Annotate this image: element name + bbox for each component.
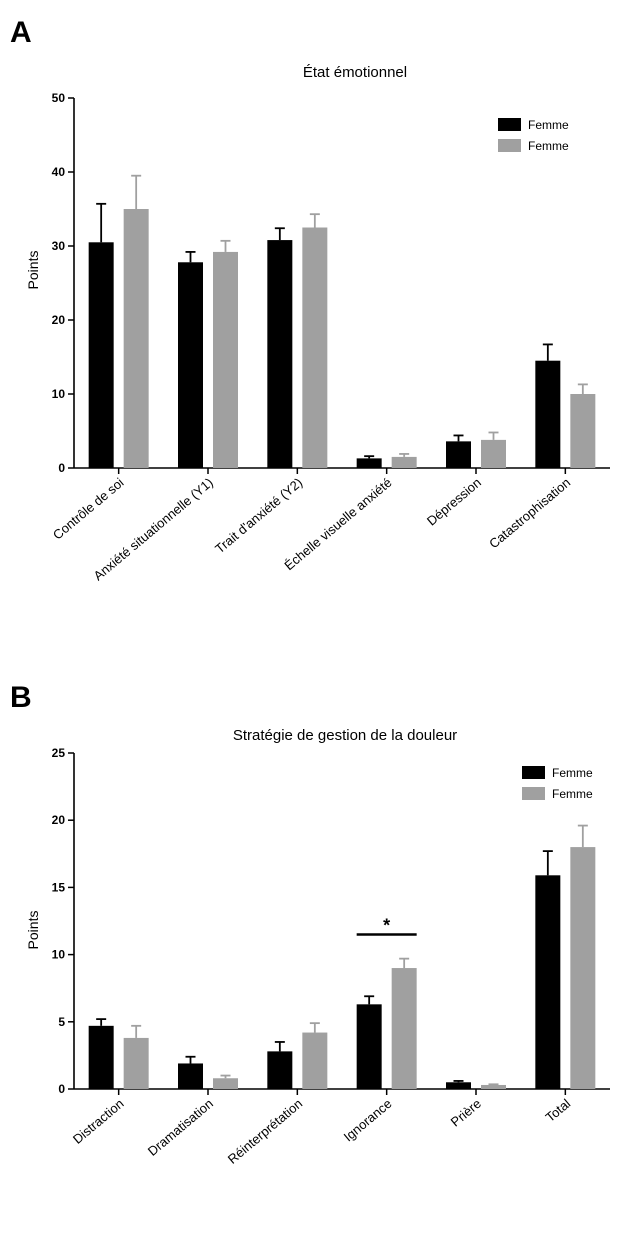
chart-a-bar-s1-c3 <box>391 456 417 468</box>
chart-b-bar-s1-c3 <box>391 968 417 1089</box>
chart-a-ytick-label-3: 30 <box>52 239 66 253</box>
chart-b-ytick-label-3: 15 <box>52 880 66 894</box>
panel-letter-a: A <box>10 16 32 49</box>
chart-b-category-label-0: Distraction <box>70 1096 127 1147</box>
chart-a-bar-s0-c5 <box>535 360 561 468</box>
chart-b-bar-s0-c4 <box>446 1082 471 1089</box>
chart-b-bar-s0-c5 <box>535 875 561 1089</box>
chart-a-ytick-label-2: 20 <box>52 313 66 327</box>
chart-b-legend-label-1: Femme <box>552 787 593 801</box>
chart-a-bar-s0-c2 <box>267 240 293 468</box>
chart-b-category-label-5: Total <box>543 1096 574 1125</box>
chart-a-bar-s0-c1 <box>178 262 203 468</box>
chart-b-bar-s1-c2 <box>302 1032 328 1089</box>
chart-b-bar-s0-c0 <box>88 1025 114 1089</box>
chart-b-bar-s0-c1 <box>178 1063 203 1089</box>
chart-b-legend-swatch-1 <box>522 787 545 800</box>
chart-a-bar-s1-c4 <box>481 439 506 468</box>
chart-a-title: État émotionnel <box>303 64 407 81</box>
chart-a-category-label-2: Trait d'anxiété (Y2) <box>212 475 305 557</box>
chart-a-bar-s0-c0 <box>88 242 114 468</box>
chart-a-ytick-label-5: 50 <box>52 91 66 105</box>
chart-a-bar-s0-c4 <box>446 441 471 468</box>
chart-a-category-label-0: Contrôle de soi <box>50 475 127 543</box>
chart-b-ytick-label-5: 25 <box>52 746 66 760</box>
chart-a-legend-swatch-0 <box>498 118 521 131</box>
chart-a-category-label-4: Dépression <box>424 475 484 529</box>
chart-b: 0 5 10 15 20 25 Distraction Dramatisation Réinte… <box>52 746 610 1167</box>
chart-b-ytick-label-2: 10 <box>52 948 66 962</box>
chart-b-category-label-3: Ignorance <box>341 1096 395 1145</box>
chart-b-significance-mark-0: * <box>383 915 390 935</box>
chart-a-category-label-5: Catastrophisation <box>486 475 573 552</box>
chart-b-title: Stratégie de gestion de la douleur <box>233 727 457 744</box>
panel-letter-b: B <box>10 681 32 714</box>
chart-a-bar-s0-c3 <box>356 458 382 468</box>
chart-b-ytick-label-0: 0 <box>58 1082 65 1096</box>
chart-b-bar-s1-c5 <box>570 847 596 1089</box>
chart-b-ytick-label-1: 5 <box>58 1015 65 1029</box>
chart-a-ylabel: Points <box>25 251 41 290</box>
chart-b-category-label-4: Prière <box>448 1096 484 1130</box>
chart-b-ylabel: Points <box>25 911 41 950</box>
chart-b-bar-s0-c3 <box>356 1004 382 1089</box>
chart-b-category-label-1: Dramatisation <box>145 1096 216 1159</box>
chart-b-category-label-2: Réinterprétation <box>225 1096 306 1167</box>
chart-b-legend-label-0: Femme <box>552 766 593 780</box>
chart-a-ytick-label-4: 40 <box>52 165 66 179</box>
chart-a-bar-s1-c2 <box>302 227 328 468</box>
chart-a-legend-label-0: Femme <box>528 118 569 132</box>
chart-b-bar-s1-c4 <box>481 1084 506 1089</box>
chart-a-ytick-label-1: 10 <box>52 387 66 401</box>
chart-a-ytick-label-0: 0 <box>58 461 65 475</box>
chart-a-bar-s1-c1 <box>213 251 238 468</box>
chart-a-legend-label-1: Femme <box>528 139 569 153</box>
chart-b-ytick-label-4: 20 <box>52 813 66 827</box>
chart-b-bar-s1-c1 <box>213 1078 238 1089</box>
chart-a-bar-s1-c5 <box>570 394 596 468</box>
chart-b-bar-s0-c2 <box>267 1051 293 1089</box>
chart-b-legend-swatch-0 <box>522 766 545 779</box>
chart-a-bar-s1-c0 <box>123 209 149 468</box>
chart-a-legend-swatch-1 <box>498 139 521 152</box>
chart-b-bar-s1-c0 <box>123 1037 149 1089</box>
